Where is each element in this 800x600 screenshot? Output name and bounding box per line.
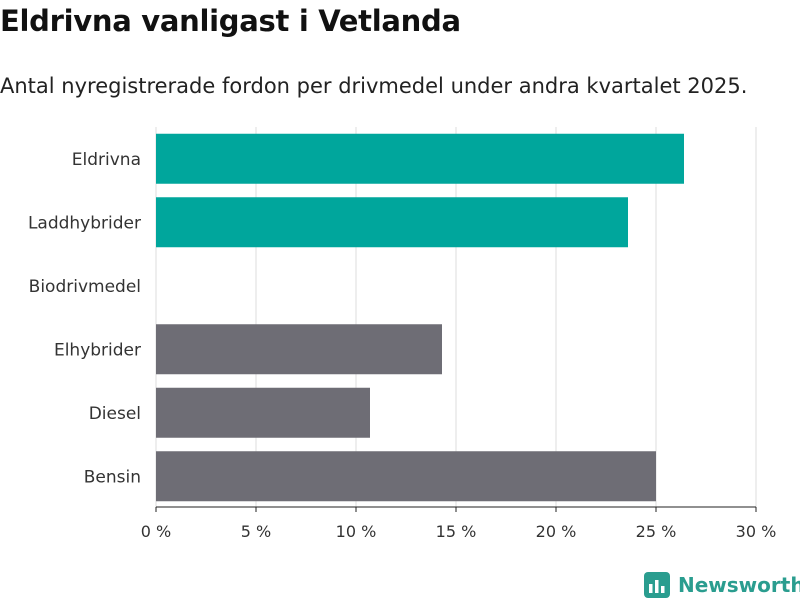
x-tick-label: 5 %	[241, 522, 271, 541]
x-tick-label: 30 %	[736, 522, 777, 541]
x-tick-label: 0 %	[141, 522, 171, 541]
newsworthy-logo-icon	[644, 572, 670, 598]
brand-name: Newsworthy	[678, 573, 800, 597]
chart-subtitle: Antal nyregistrerade fordon per drivmede…	[0, 74, 748, 98]
bar-diesel	[156, 387, 370, 438]
bar-eldrivna	[156, 133, 684, 184]
newsworthy-brand: Newsworthy	[644, 570, 800, 600]
category-label: Diesel	[89, 404, 141, 424]
grid-lines	[155, 127, 757, 507]
x-tick-label: 10 %	[336, 522, 377, 541]
category-label: Laddhybrider	[28, 213, 141, 233]
x-tick-label: 20 %	[536, 522, 577, 541]
x-tick-label: 15 %	[436, 522, 477, 541]
category-label: Eldrivna	[72, 150, 141, 170]
chart-title: Eldrivna vanligast i Vetlanda	[0, 4, 461, 38]
category-label: Bensin	[84, 467, 141, 487]
category-label: Biodrivmedel	[29, 277, 141, 297]
bar-elhybrider	[156, 324, 442, 375]
bar-laddhybrider	[156, 197, 628, 248]
x-axis: 0 % 5 % 10 % 15 % 20 % 25 % 30 %	[141, 506, 777, 541]
x-tick-label: 25 %	[636, 522, 677, 541]
bar-bensin	[156, 451, 656, 502]
category-label: Elhybrider	[54, 340, 141, 360]
bars	[156, 133, 684, 502]
category-labels: Eldrivna Laddhybrider Biodrivmedel Elhybrid…	[28, 150, 141, 488]
